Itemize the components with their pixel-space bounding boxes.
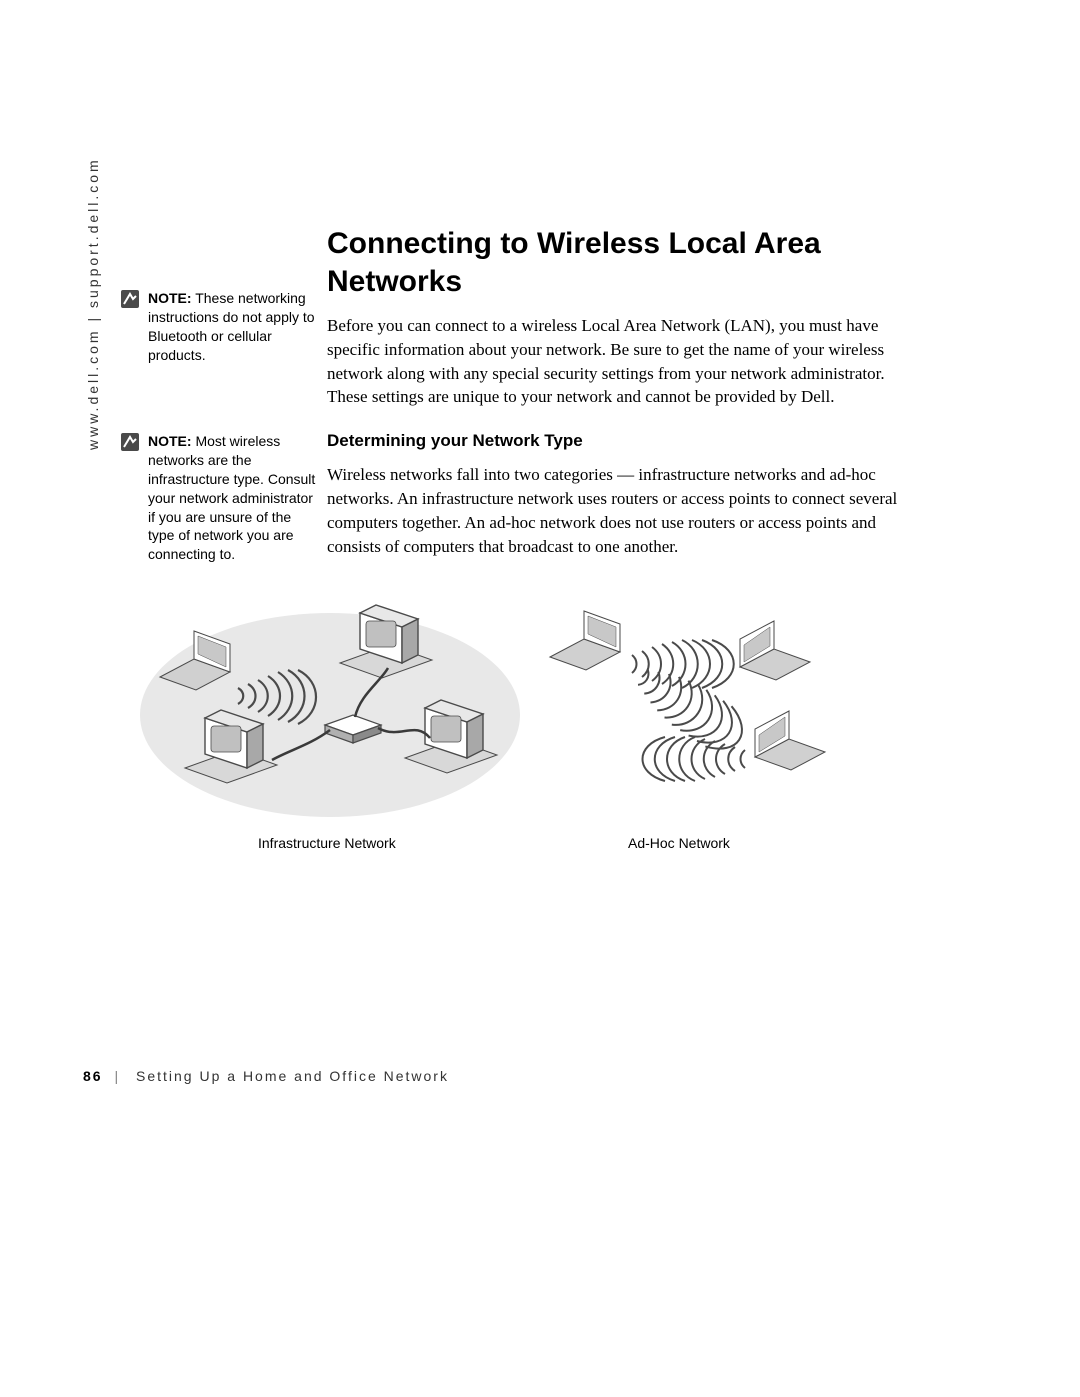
adhoc-label: Ad-Hoc Network <box>628 835 730 851</box>
note-text-1: NOTE: These networking instructions do n… <box>148 289 318 365</box>
note-body-2: Most wireless networks are the infrastru… <box>148 433 315 562</box>
network-diagram <box>130 600 930 880</box>
page-heading: Connecting to Wireless Local Area Networ… <box>327 225 917 300</box>
note-text-2: NOTE: Most wireless networks are the inf… <box>148 432 318 564</box>
footer-section-title: Setting Up a Home and Office Network <box>136 1068 449 1084</box>
note-label: NOTE: <box>148 290 192 306</box>
footer-divider: | <box>114 1068 120 1084</box>
note-block-1: NOTE: These networking instructions do n… <box>148 289 318 365</box>
note-icon <box>120 432 140 452</box>
sidebar-url: www.dell.com | support.dell.com <box>85 157 101 450</box>
note-block-2: NOTE: Most wireless networks are the inf… <box>148 432 318 564</box>
note-label: NOTE: <box>148 433 192 449</box>
page-footer: 86 | Setting Up a Home and Office Networ… <box>83 1068 449 1084</box>
subheading: Determining your Network Type <box>327 431 917 451</box>
infrastructure-label: Infrastructure Network <box>258 835 396 851</box>
type-paragraph: Wireless networks fall into two categori… <box>327 463 917 558</box>
note-icon <box>120 289 140 309</box>
main-content: Connecting to Wireless Local Area Networ… <box>327 225 917 580</box>
intro-paragraph: Before you can connect to a wireless Loc… <box>327 314 917 409</box>
page-number: 86 <box>83 1068 103 1084</box>
